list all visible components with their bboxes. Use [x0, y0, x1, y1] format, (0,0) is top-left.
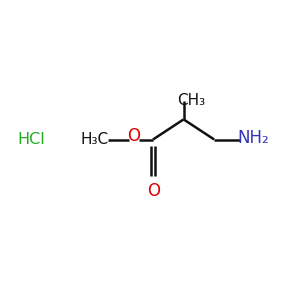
Text: NH₂: NH₂: [238, 129, 269, 147]
Text: O: O: [147, 182, 160, 200]
Text: H₃C: H₃C: [80, 132, 109, 147]
Text: CH₃: CH₃: [177, 93, 206, 108]
Text: O: O: [127, 127, 140, 145]
Text: HCl: HCl: [18, 132, 45, 147]
